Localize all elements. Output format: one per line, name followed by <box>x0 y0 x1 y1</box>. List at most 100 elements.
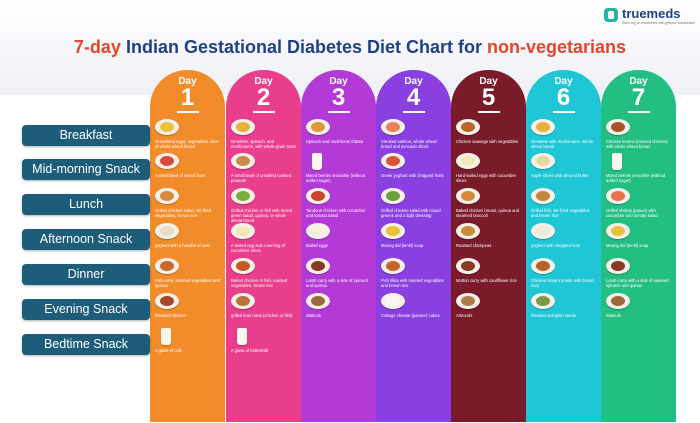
food-plate-icon <box>531 188 555 204</box>
meal-item: Cottage cheese (paneer) cubes <box>381 293 447 329</box>
day-underline <box>552 111 575 113</box>
food-plate-icon <box>606 258 630 274</box>
meal-item: Walnuts <box>606 293 672 329</box>
title-part-3: non-vegetarians <box>487 37 627 57</box>
meal-item-text: Mutton curry with cauliflower rice <box>456 278 517 283</box>
food-plate-icon <box>381 223 405 239</box>
food-plate-icon <box>381 258 405 274</box>
meal-item: Boiled eggs <box>306 223 372 259</box>
meal-item-text: grilled lean meat (chicken or fish) <box>231 313 293 318</box>
meal-item-text: Cottage cheese (paneer) cubes <box>381 313 440 318</box>
meal-item: Lamb curry with a side of sauteed spinac… <box>606 258 672 294</box>
meal-item-text: A glass of milk <box>155 348 182 353</box>
meal-item: Mutton curry with cauliflower rice <box>456 258 522 294</box>
meal-item-text: Boiled eggs <box>306 243 328 248</box>
meal-item-text: Scrambled eggs, vegetables, slice of who… <box>155 139 219 149</box>
meal-item-text: Chicken biryani (made with brown rice) <box>531 278 594 288</box>
day-column-5: Day 5 Chicken sausage with vegetables Hard-… <box>451 70 526 422</box>
meal-item-text: Grilled chicken salad, stir-fried vegeta… <box>155 208 212 218</box>
meal-item-text: Mixed berries smoothie (without added su… <box>306 173 366 183</box>
food-plate-icon <box>306 188 330 204</box>
meal-item-text: Lamb curry with a side of spinach and qu… <box>306 278 369 288</box>
meal-item: Moong dal (lentil) soup <box>381 223 447 259</box>
food-plate-icon <box>155 223 179 239</box>
glass-icon <box>612 153 622 170</box>
food-plate-icon <box>381 188 405 204</box>
meal-label-mid-morning-snack: Mid-morning Snack <box>22 159 150 180</box>
meal-item: Apple slices with almond butter <box>531 153 597 189</box>
meal-item-text: yoghurt with a handful of nuts <box>155 243 210 248</box>
meal-item: A small bowl of unsalted roasted peanuts <box>231 153 297 189</box>
food-plate-icon <box>456 153 480 169</box>
meal-item: Greek yoghurt with chopped fruits <box>381 153 447 189</box>
meal-item-text: Almonds <box>456 313 473 318</box>
food-plate-icon <box>606 293 630 309</box>
meal-item-text: Grilled chicken salad with mixed greens … <box>381 208 441 218</box>
meal-item: Mixed berries smoothie (without added su… <box>606 153 672 189</box>
meal-label-lunch: Lunch <box>22 194 150 215</box>
meal-item-text: Grilled shrimp (prawn) with cucumber and… <box>606 208 658 218</box>
meal-item: A glass of milk <box>155 328 221 364</box>
food-plate-icon <box>606 188 630 204</box>
meal-item: Baked chicken or fish, roasted vegetable… <box>231 258 297 294</box>
food-plate-icon <box>456 258 480 274</box>
meal-item-text: Fish curry, sauteed vegetables and quino… <box>155 278 220 288</box>
meal-item: Walnuts <box>306 293 372 329</box>
day-underline <box>402 111 425 113</box>
meal-item-text: Tandoori chicken with cucumber and tomat… <box>306 208 366 218</box>
truemeds-logo-icon <box>604 8 618 22</box>
meal-item-text: Moong dal (lentil) soup <box>381 243 424 248</box>
food-plate-icon <box>155 153 179 169</box>
meal-item-text: Spinach and mushroom frittata <box>306 139 364 144</box>
meal-item-text: Chicken sausage with vegetables <box>456 139 519 144</box>
food-plate-icon <box>606 119 630 135</box>
meal-item: Moong dal (lentil) soup <box>606 223 672 259</box>
day-header: Day 2 <box>226 76 301 113</box>
brand-logo: truemeds Save big on medicines with gene… <box>604 6 695 28</box>
meal-item: Fish curry, sauteed vegetables and quino… <box>155 258 221 294</box>
food-plate-icon <box>606 223 630 239</box>
food-plate-icon <box>381 119 405 135</box>
day-column-3: Day 3 Spinach and mushroom frittata Mixed b… <box>301 70 376 422</box>
brand-tagline: Save big on medicines with generic subst… <box>622 21 695 25</box>
page-title: 7-day Indian Gestational Diabetes Diet C… <box>0 37 700 58</box>
day-number: 4 <box>406 84 421 111</box>
day-column-6: Day 6 Omelette with mushrooms, whole wheat… <box>526 70 601 422</box>
meal-item-text: yoghurt with chopped nuts <box>531 243 580 248</box>
meal-item-text: Apple slices with almond butter <box>531 173 589 178</box>
food-plate-icon <box>531 119 555 135</box>
meal-item-text: Grilled chicken or fish with mixed green… <box>231 208 292 223</box>
meal-item: Chicken sausage with vegetables <box>456 119 522 155</box>
food-plate-icon <box>155 258 179 274</box>
day-underline <box>327 111 350 113</box>
day-number: 2 <box>256 84 271 111</box>
day-number: 1 <box>180 84 195 111</box>
food-plate-icon <box>531 293 555 309</box>
food-plate-icon <box>155 293 179 309</box>
meal-item: Omelette, spinach, and mushrooms, with w… <box>231 119 297 155</box>
meal-item-text: Smoked salmon, whole wheat bread and avo… <box>381 139 437 149</box>
food-plate-icon <box>381 293 405 309</box>
meal-item: Roasted pumpkin seeds <box>531 293 597 329</box>
meal-label-bedtime-snack: Bedtime Snack <box>22 334 150 355</box>
meal-item: Lamb curry with a side of spinach and qu… <box>306 258 372 294</box>
meal-item: Omelette with mushrooms, whole wheat bre… <box>531 119 597 155</box>
meal-label-evening-snack: Evening Snack <box>22 299 150 320</box>
meal-item-text: Omelette with mushrooms, whole wheat bre… <box>531 139 593 149</box>
meal-item: Chicken biryani (made with brown rice) <box>531 258 597 294</box>
meal-item: Grilled fish, stir-fried vegetables and … <box>531 188 597 224</box>
day-label: Day <box>479 76 498 87</box>
day-header: Day 1 <box>150 76 225 113</box>
title-part-1: 7-day <box>73 37 126 57</box>
meal-item-text: A small bowl of unsalted roasted peanuts <box>231 173 292 183</box>
food-plate-icon <box>155 119 179 135</box>
food-plate-icon <box>306 258 330 274</box>
meal-item-text: Roasted chicken <box>155 313 186 318</box>
meal-item-text: Mixed berries smoothie (without added su… <box>606 173 666 183</box>
meal-item: Fish tikka with roasted vegetables and b… <box>381 258 447 294</box>
meal-item: Grilled chicken salad with mixed greens … <box>381 188 447 224</box>
food-plate-icon <box>456 188 480 204</box>
brand-name: truemeds <box>622 6 681 21</box>
food-plate-icon <box>456 119 480 135</box>
day-label: Day <box>554 76 573 87</box>
